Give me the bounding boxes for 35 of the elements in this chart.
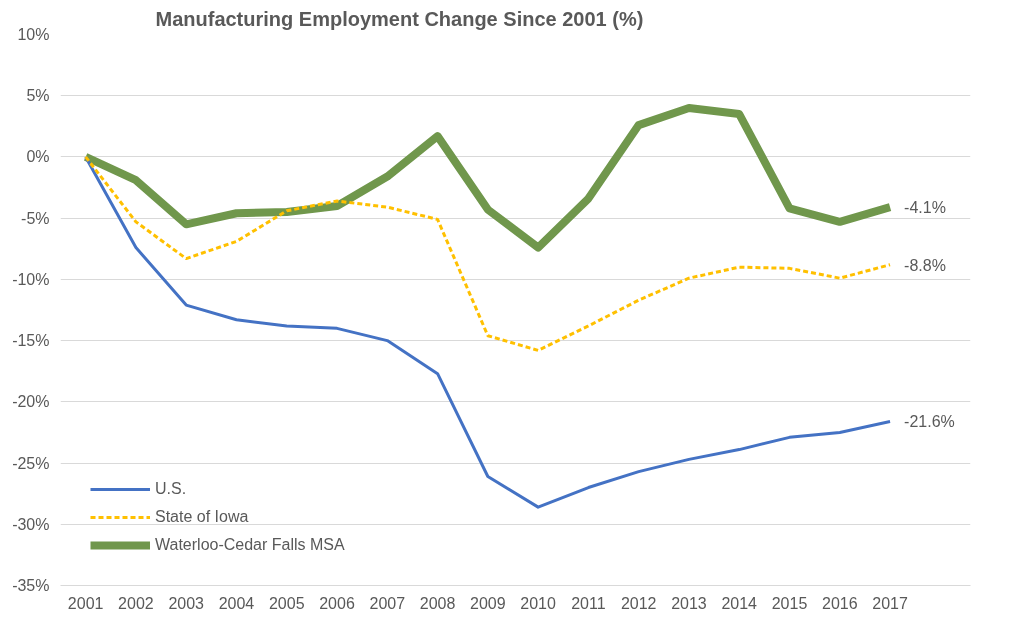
- data-label: -21.6%: [904, 413, 955, 431]
- y-tick-label: -15%: [12, 332, 50, 350]
- y-tick-label: 5%: [26, 87, 50, 105]
- x-tick-label: 2014: [721, 594, 758, 612]
- y-tick-label: -25%: [12, 454, 50, 472]
- legend-label: U.S.: [155, 480, 187, 498]
- x-tick-label: 2011: [571, 594, 606, 612]
- y-tick-label: -30%: [12, 515, 50, 533]
- x-tick-label: 2010: [520, 594, 557, 612]
- data-label: -8.8%: [904, 256, 946, 274]
- chart-title: Manufacturing Employment Change Since 2001 (%): [155, 7, 644, 30]
- x-tick-label: 2002: [118, 594, 154, 612]
- x-tick-label: 2015: [771, 594, 808, 612]
- x-tick-label: 2006: [319, 594, 355, 612]
- y-tick-label: -10%: [12, 270, 50, 288]
- x-tick-label: 2012: [620, 594, 657, 612]
- line-series: [84, 155, 892, 352]
- y-tick-label: -35%: [12, 577, 50, 594]
- data-label: -4.1%: [904, 199, 946, 217]
- x-tick-label: 2017: [872, 594, 908, 612]
- y-tick-label: 10%: [17, 26, 50, 43]
- y-tick-label: -20%: [12, 393, 50, 411]
- x-tick-label: 2009: [470, 594, 506, 612]
- x-tick-label: 2003: [168, 594, 205, 612]
- legend-label: Waterloo-Cedar Falls MSA: [155, 536, 345, 554]
- x-tick-label: 2013: [671, 594, 707, 612]
- x-tick-label: 2005: [268, 594, 305, 612]
- y-tick-label: 0%: [26, 148, 50, 166]
- y-tick-label: -5%: [21, 209, 50, 227]
- x-tick-label: 2008: [419, 594, 456, 612]
- legend-label: State of Iowa: [155, 508, 249, 526]
- x-tick-label: 2016: [821, 594, 858, 612]
- x-tick-label: 2004: [218, 594, 255, 612]
- x-tick-label: 2007: [369, 594, 406, 612]
- x-tick-label: 2001: [67, 594, 104, 612]
